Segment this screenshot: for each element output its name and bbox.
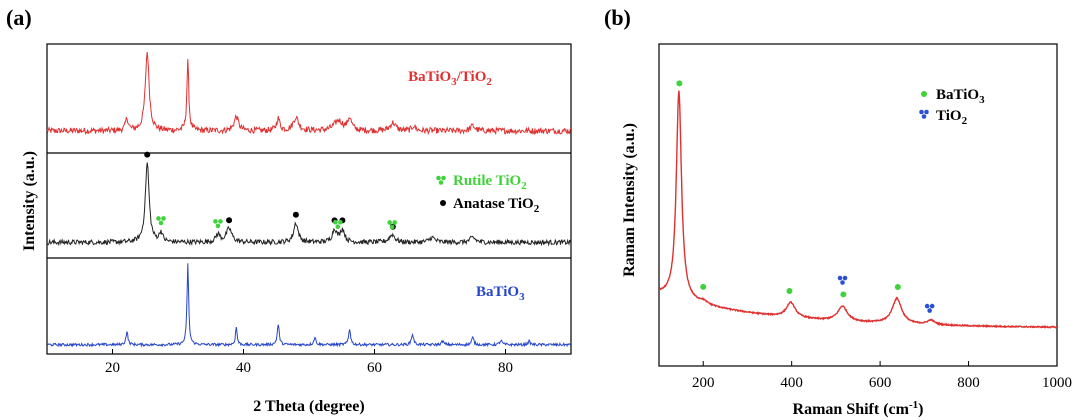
xrd-line-batio3-tio2	[46, 51, 572, 136]
panel-b-legend: BaTiO3 TiO2	[919, 87, 985, 127]
legend-anatase-label: Anatase TiO2	[453, 196, 540, 215]
tio2-marker-0	[837, 275, 848, 285]
label-batio3-tio2: BaTiO3/TiO2	[408, 69, 492, 88]
batio3-marker-0	[676, 80, 683, 87]
legend-rutile-label: Rutile TiO2	[453, 173, 527, 192]
rutile-marker-1	[213, 219, 223, 229]
panel-b-tick-label-4: 1000	[1042, 375, 1072, 391]
panel-b-tick-label-1: 400	[780, 375, 803, 391]
panel-b-y-axis-label: Raman Intensity (a.u.)	[621, 123, 638, 277]
batio3-marker-2	[786, 288, 793, 295]
panel-b-markers	[676, 80, 935, 313]
panel-a-tick-label-0: 20	[105, 360, 120, 376]
panel-a-tick-label-1: 40	[236, 360, 251, 376]
panel-b-label: (b)	[604, 5, 631, 30]
batio3-marker-3	[840, 291, 847, 298]
xrd-line-batio3	[46, 263, 572, 348]
legend-rutile-marker	[436, 175, 446, 185]
panel-a-xrd-chart: 20 40 60 80 BaTiO3/TiO2 BaTiO3 Rutile TiO2 …	[21, 43, 572, 415]
anatase-marker-0	[144, 151, 151, 158]
anatase-marker-2	[292, 211, 299, 218]
rutile-marker-0	[156, 216, 166, 226]
panel-a-label: (a)	[6, 5, 32, 30]
panel-b-raman-chart: 200 400 600 800 1000 BaTiO3 TiO2 Raman Shift…	[621, 43, 1072, 418]
panel-a-x-ticks: 20 40 60 80	[105, 349, 513, 376]
panel-a-x-axis-label: 2 Theta (degree)	[253, 398, 364, 415]
label-batio3: BaTiO3	[476, 284, 525, 303]
legend-batio3-label: BaTiO3	[936, 87, 985, 106]
rutile-marker-2	[333, 219, 343, 229]
xrd-line-tio2	[46, 162, 572, 247]
panel-a-markers	[144, 151, 397, 230]
panel-a-frame	[46, 43, 572, 355]
batio3-marker-4	[894, 283, 901, 290]
legend-tio2-marker	[919, 109, 929, 119]
panel-b-x-ticks: 200 400 600 800 1000	[692, 361, 1072, 391]
tio2-marker-1	[924, 303, 935, 313]
panel-b-tick-label-3: 800	[957, 375, 980, 391]
panel-b-frame	[658, 43, 1058, 367]
panel-a-y-axis-label: Intensity (a.u.)	[21, 151, 38, 251]
panel-a-tick-label-3: 80	[498, 360, 513, 376]
panel-a-tick-label-2: 60	[367, 360, 382, 376]
anatase-marker-1	[226, 217, 233, 224]
panel-a-legend: Rutile TiO2 Anatase TiO2	[436, 173, 540, 215]
panel-b-tick-label-0: 200	[692, 375, 715, 391]
rutile-marker-3	[387, 220, 397, 230]
legend-batio3-marker	[921, 91, 927, 97]
raman-line	[658, 90, 1058, 329]
panel-b-x-axis-label: Raman Shift (cm-1)	[793, 399, 924, 418]
panel-b-tick-label-2: 600	[869, 375, 892, 391]
legend-anatase-marker	[440, 200, 446, 206]
batio3-marker-1	[700, 283, 707, 290]
legend-tio2-label: TiO2	[936, 108, 968, 127]
